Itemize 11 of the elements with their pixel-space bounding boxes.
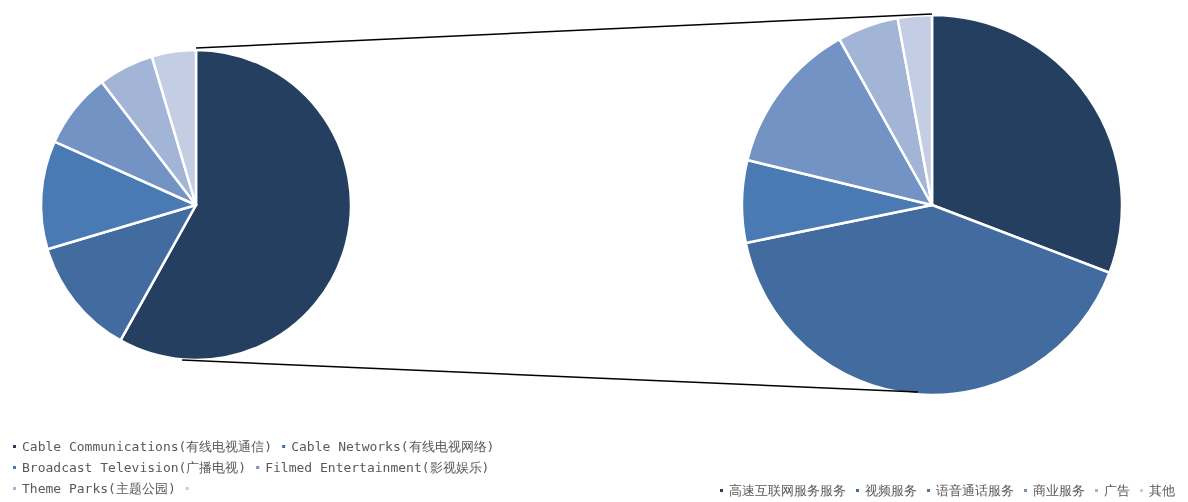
legend-label: Cable Networks(有线电视网络) (291, 439, 495, 454)
legend-label: Cable Communications(有线电视通信) (22, 439, 273, 454)
legend-label: 广告 (1104, 483, 1130, 498)
legend-label: Theme Parks(主题公园) (22, 481, 176, 496)
legend-label: 视频服务 (865, 483, 917, 498)
legend-label: 其他 (1149, 483, 1175, 498)
legend-label: 商业服务 (1033, 483, 1085, 498)
legend-label: 语音通话服务 (936, 483, 1014, 498)
legend-label: 高速互联网服务服务 (729, 483, 846, 498)
legend-label: Broadcast Television(广播电视) (22, 460, 247, 475)
legend-label: Filmed Entertainment(影视娱乐) (265, 460, 490, 475)
